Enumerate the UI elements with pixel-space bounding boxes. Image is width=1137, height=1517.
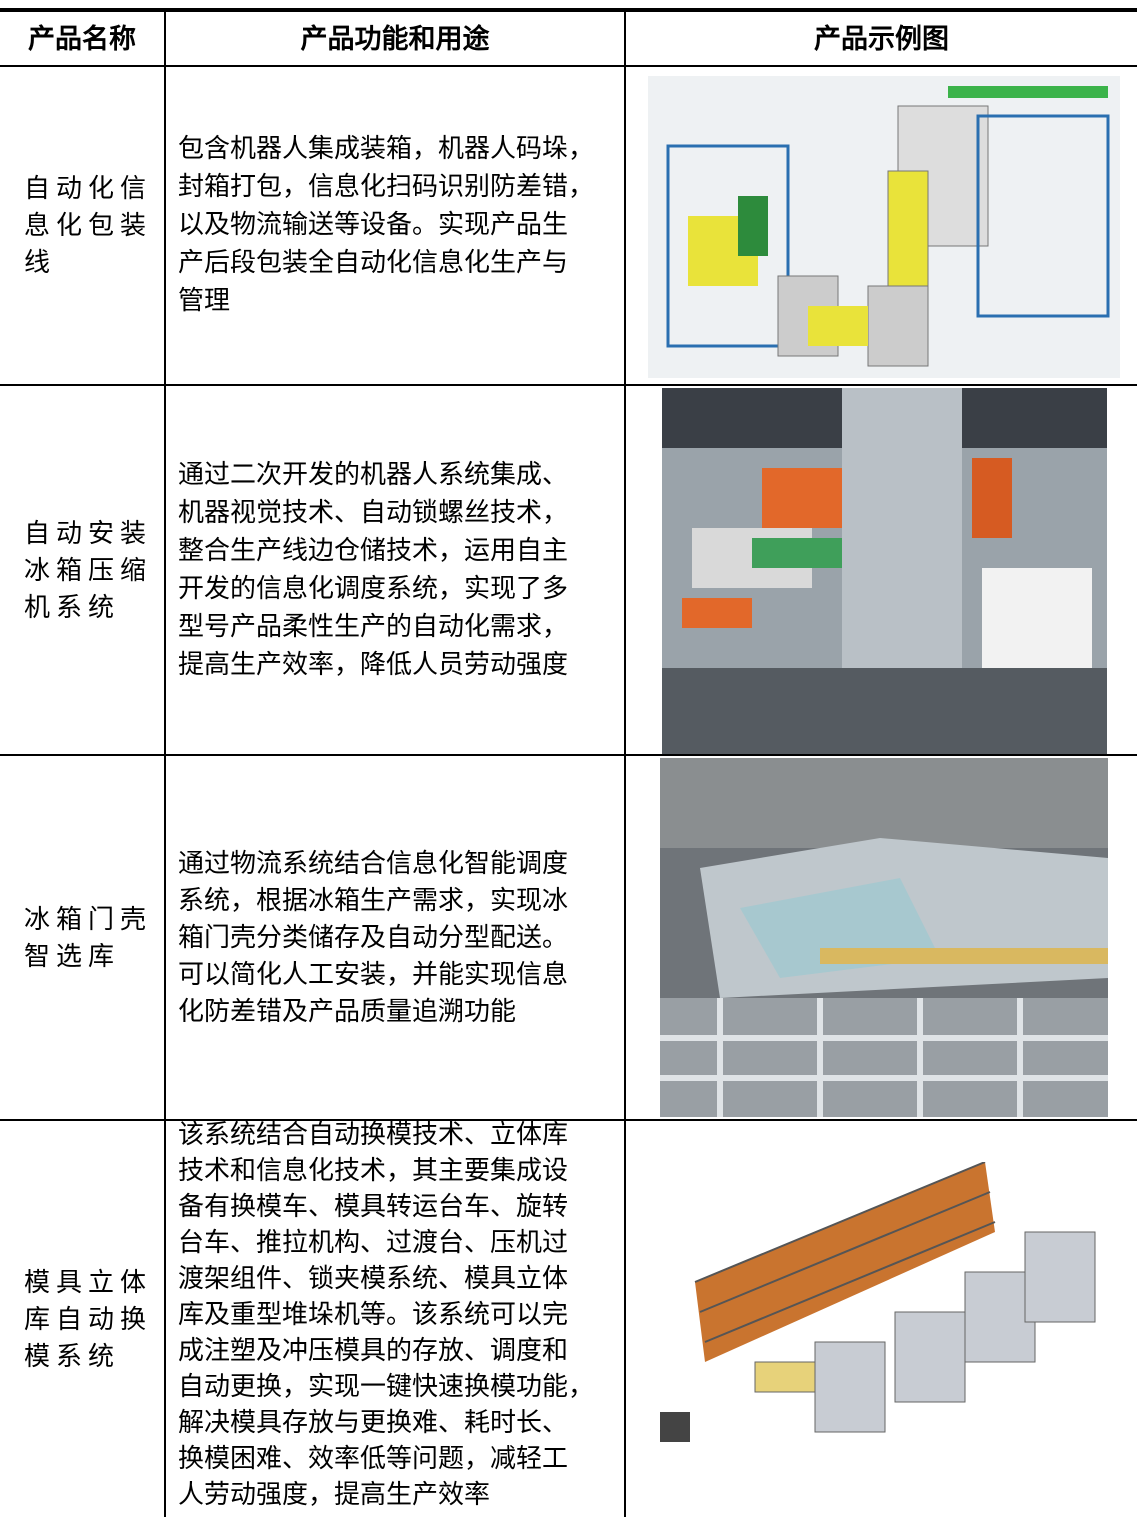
description-line: 通过物流系统结合信息化智能调度 xyxy=(178,849,569,878)
name-line: 自动安装 xyxy=(24,518,153,548)
name-cell: 冰箱门壳 智选库 xyxy=(24,901,152,975)
name-line: 息化包装 xyxy=(24,210,153,240)
name-line: 自动化信 xyxy=(24,173,153,203)
description-line: 该系统结合自动换模技术、立体库 xyxy=(178,1120,569,1149)
description-line: 技术和信息化技术，其主要集成设 xyxy=(178,1156,569,1185)
row-rule xyxy=(0,65,1137,67)
description-line: 产后段包装全自动化信息化生产与 xyxy=(178,248,569,277)
product-image xyxy=(648,76,1120,378)
product-image xyxy=(660,758,1108,1117)
description-cell: 该系统结合自动换模技术、立体库 技术和信息化技术，其主要集成设 备有换模车、模具转运… xyxy=(178,1117,594,1513)
description-cell: 通过二次开发的机器人系统集成、 机器视觉技术、自动锁螺丝技术， 整合生产线边仓储技术… xyxy=(178,456,568,684)
description-line: 成注塑及冲压模具的存放、调度和 xyxy=(178,1336,569,1365)
description-line: 备有换模车、模具转运台车、旋转 xyxy=(178,1192,569,1221)
description-line: 型号产品柔性生产的自动化需求， xyxy=(178,612,569,641)
description-line: 换模困难、效率低等问题，减轻工 xyxy=(178,1444,569,1473)
name-line: 智选库 xyxy=(24,941,121,971)
description-line: 通过二次开发的机器人系统集成、 xyxy=(178,460,569,489)
header-cell: 产品功能和用途 xyxy=(300,24,490,55)
description-line: 解决模具存放与更换难、耗时长、 xyxy=(178,1408,569,1437)
description-line: 包含机器人集成装箱，机器人码垛， xyxy=(178,134,595,163)
name-line: 冰箱压缩 xyxy=(24,555,153,585)
column-rule xyxy=(624,12,626,1517)
description-line: 自动更换，实现一键快速换模功能， xyxy=(178,1372,595,1401)
description-line: 整合生产线边仓储技术，运用自主 xyxy=(178,536,569,565)
description-line: 箱门壳分类储存及自动分型配送。 xyxy=(178,923,569,952)
product-image xyxy=(655,1162,1115,1472)
name-cell: 自动安装冰箱压缩机系统 xyxy=(24,515,152,626)
description-line: 开发的信息化调度系统，实现了多 xyxy=(178,574,569,603)
table-top-rule xyxy=(0,8,1137,12)
description-cell: 包含机器人集成装箱，机器人码垛， 封箱打包，信息化扫码识别防差错， 以及物流输送等设… xyxy=(178,130,594,320)
row-rule xyxy=(0,754,1137,756)
description-line: 封箱打包，信息化扫码识别防差错， xyxy=(178,172,595,201)
name-cell: 自动化信 息化包装线 xyxy=(24,170,152,281)
description-line: 机器视觉技术、自动锁螺丝技术， xyxy=(178,498,569,527)
row-rule xyxy=(0,384,1137,386)
name-line: 模系统 xyxy=(24,1341,121,1371)
header-cell: 产品示例图 xyxy=(814,24,949,55)
row-rule xyxy=(0,1119,1137,1121)
description-line: 管理 xyxy=(178,286,231,315)
description-line: 渡架组件、锁夹模系统、模具立体 xyxy=(178,1264,569,1293)
description-line: 人劳动强度，提高生产效率 xyxy=(178,1480,491,1509)
column-rule xyxy=(164,12,166,1517)
description-line: 台车、推拉机构、过渡台、压机过 xyxy=(178,1228,569,1257)
name-line: 冰箱门壳 xyxy=(24,904,153,934)
name-line: 库自动换 xyxy=(24,1304,153,1334)
description-line: 库及重型堆垛机等。该系统可以完 xyxy=(178,1300,569,1329)
name-line: 模具立体 xyxy=(24,1267,153,1297)
product-image xyxy=(662,388,1107,754)
description-line: 可以简化人工安装，并能实现信息 xyxy=(178,960,569,989)
name-line: 机系统 xyxy=(24,592,121,622)
name-line: 线 xyxy=(24,247,57,277)
description-cell: 通过物流系统结合信息化智能调度 系统，根据冰箱生产需求，实现冰 箱门壳分类储存及自动… xyxy=(178,845,568,1030)
description-line: 系统，根据冰箱生产需求，实现冰 xyxy=(178,886,569,915)
description-line: 提高生产效率，降低人员劳动强度 xyxy=(178,650,569,679)
name-cell: 模具立体库自动换模系统 xyxy=(24,1264,152,1375)
description-line: 化防差错及产品质量追溯功能 xyxy=(178,997,517,1026)
header-cell: 产品名称 xyxy=(28,24,136,55)
description-line: 以及物流输送等设备。实现产品生 xyxy=(178,210,569,239)
